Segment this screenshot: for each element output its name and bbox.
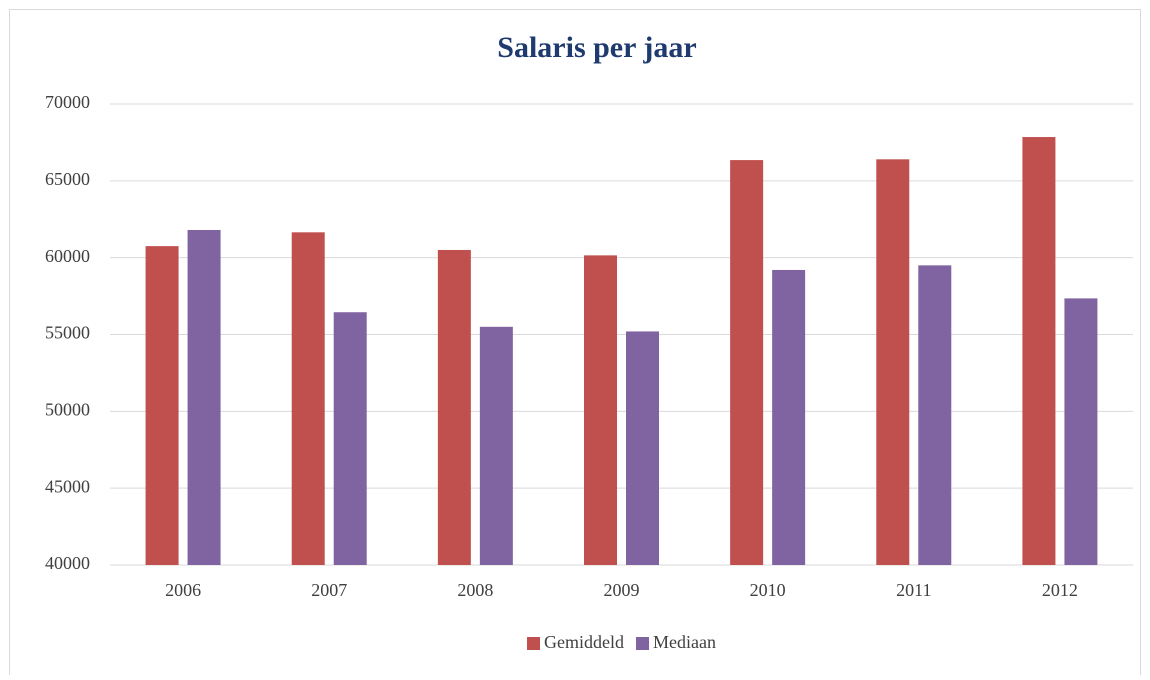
bar — [291, 232, 325, 566]
y-tick-label: 40000 — [45, 553, 90, 573]
legend-swatch — [636, 637, 649, 650]
bar — [1064, 298, 1098, 565]
x-tick-label: 2009 — [604, 580, 640, 600]
chart-frame — [9, 9, 1141, 680]
y-tick-label: 65000 — [45, 169, 90, 189]
bar — [918, 265, 952, 565]
bar — [730, 160, 764, 566]
x-tick-label: 2006 — [165, 580, 201, 600]
legend-label: Mediaan — [653, 632, 716, 652]
y-tick-label: 60000 — [45, 246, 90, 266]
legend-label: Gemiddeld — [544, 632, 624, 652]
legend-swatch — [527, 637, 541, 650]
y-tick-label: 55000 — [45, 323, 90, 343]
bar — [145, 246, 179, 565]
bar — [876, 159, 910, 565]
x-tick-label: 2012 — [1042, 580, 1078, 600]
x-tick-label: 2011 — [896, 580, 931, 600]
y-tick-label: 50000 — [45, 399, 90, 419]
chart-title: Salaris per jaar — [497, 31, 696, 64]
bar — [479, 326, 513, 565]
x-tick-label: 2010 — [750, 580, 786, 600]
bar — [584, 255, 617, 565]
bar — [1022, 137, 1056, 565]
bar — [333, 312, 367, 565]
y-tick-label: 70000 — [45, 92, 90, 112]
bar — [772, 269, 806, 565]
bar — [187, 230, 221, 566]
x-tick-label: 2007 — [311, 580, 347, 600]
bar — [626, 331, 659, 565]
y-tick-label: 45000 — [45, 476, 90, 496]
x-tick-label: 2008 — [457, 580, 493, 600]
bar — [437, 249, 471, 565]
